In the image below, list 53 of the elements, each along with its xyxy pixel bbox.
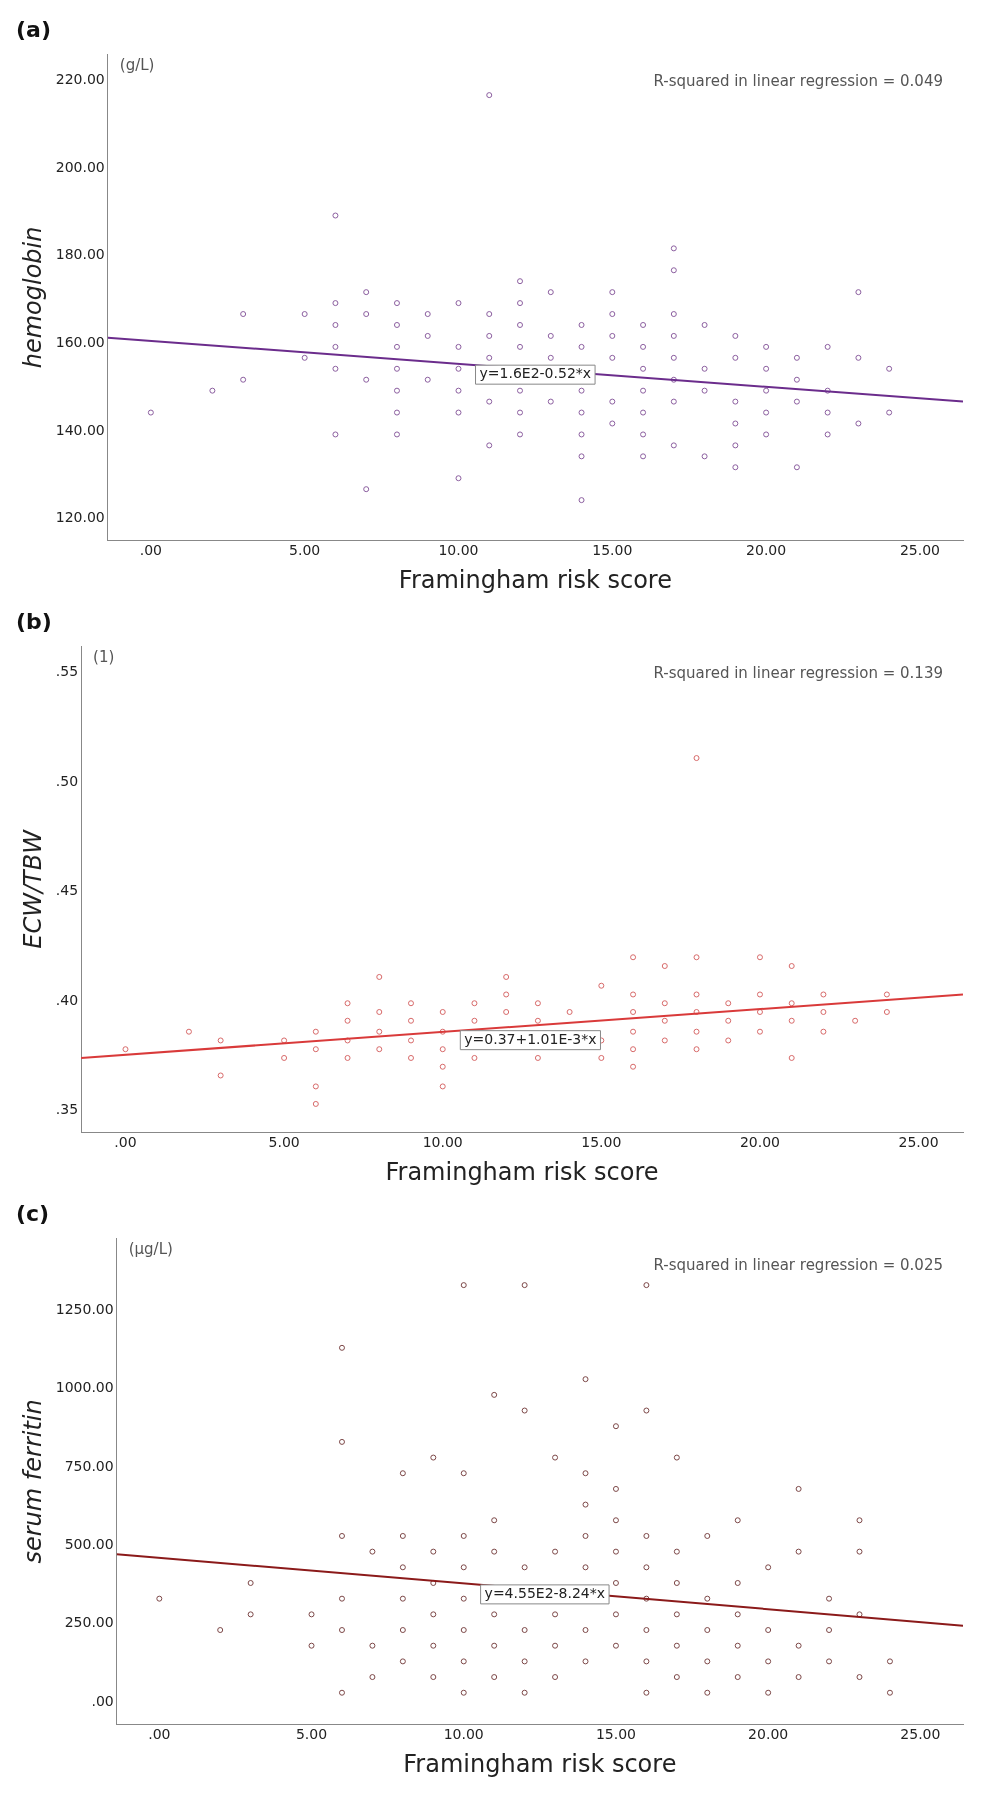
- y-tick-label: 200.00: [55, 158, 105, 175]
- annotation: y=4.55E2-8.24*x: [484, 1585, 606, 1602]
- chart-title: (a): [16, 16, 51, 42]
- x-tick-label: 20.00: [748, 1726, 789, 1743]
- y-tick-label: .45: [55, 882, 79, 899]
- y-tick-label: 250.00: [64, 1614, 114, 1631]
- annotation: y=1.6E2-0.52*x: [479, 365, 592, 382]
- annotation: R-squared in linear regression = 0.139: [653, 663, 943, 682]
- x-axis-title: Framingham risk score: [403, 1749, 677, 1778]
- x-tick-label: 5.00: [295, 1726, 328, 1743]
- x-tick-label: 25.00: [898, 1134, 939, 1151]
- y-tick-label: .55: [55, 663, 79, 680]
- y-tick-label: 1250.00: [55, 1300, 114, 1317]
- y-axis-title: serum ferritin: [18, 1399, 47, 1564]
- annotation: (1): [93, 647, 115, 666]
- x-tick-label: .00: [114, 1134, 137, 1151]
- y-tick-label: 1000.00: [55, 1379, 114, 1396]
- annotation: (g/L): [119, 55, 155, 74]
- x-tick-label: 25.00: [900, 1726, 941, 1743]
- y-tick-label: 750.00: [64, 1457, 114, 1474]
- y-tick-label: 180.00: [55, 246, 105, 263]
- y-tick-label: 120.00: [55, 509, 105, 526]
- y-tick-label: .50: [55, 772, 79, 789]
- x-tick-label: 10.00: [422, 1134, 463, 1151]
- annotation: R-squared in linear regression = 0.049: [653, 71, 943, 90]
- x-tick-label: 15.00: [595, 1726, 636, 1743]
- x-tick-label: 10.00: [443, 1726, 484, 1743]
- x-tick-label: .00: [148, 1726, 171, 1743]
- x-tick-label: 20.00: [739, 1134, 781, 1151]
- y-tick-label: .40: [55, 991, 79, 1008]
- x-tick-label: 25.00: [899, 542, 940, 559]
- y-tick-label: 160.00: [55, 334, 105, 351]
- y-axis-title: hemoglobin: [18, 226, 47, 369]
- x-tick-label: 5.00: [268, 1134, 300, 1151]
- x-tick-label: 15.00: [592, 542, 633, 559]
- x-tick-label: 20.00: [746, 542, 787, 559]
- y-tick-label: 220.00: [55, 71, 105, 88]
- y-tick-label: .35: [55, 1101, 79, 1118]
- chart-title: (b): [16, 608, 52, 634]
- x-axis-title: Framingham risk score: [385, 1157, 659, 1186]
- y-tick-label: 140.00: [55, 421, 105, 438]
- annotation: R-squared in linear regression = 0.025: [653, 1255, 943, 1274]
- annotation: (µg/L): [128, 1239, 173, 1258]
- y-tick-label: .00: [91, 1692, 114, 1709]
- annotation: y=0.37+1.01E-3*x: [464, 1030, 597, 1047]
- x-tick-label: .00: [139, 542, 162, 559]
- x-axis-title: Framingham risk score: [398, 565, 672, 594]
- x-tick-label: 10.00: [438, 542, 479, 559]
- y-axis-title: ECW/TBW: [18, 828, 47, 949]
- x-tick-label: 15.00: [581, 1134, 622, 1151]
- x-tick-label: 5.00: [289, 542, 321, 559]
- y-tick-label: 500.00: [64, 1536, 114, 1552]
- chart-title: (c): [16, 1200, 50, 1226]
